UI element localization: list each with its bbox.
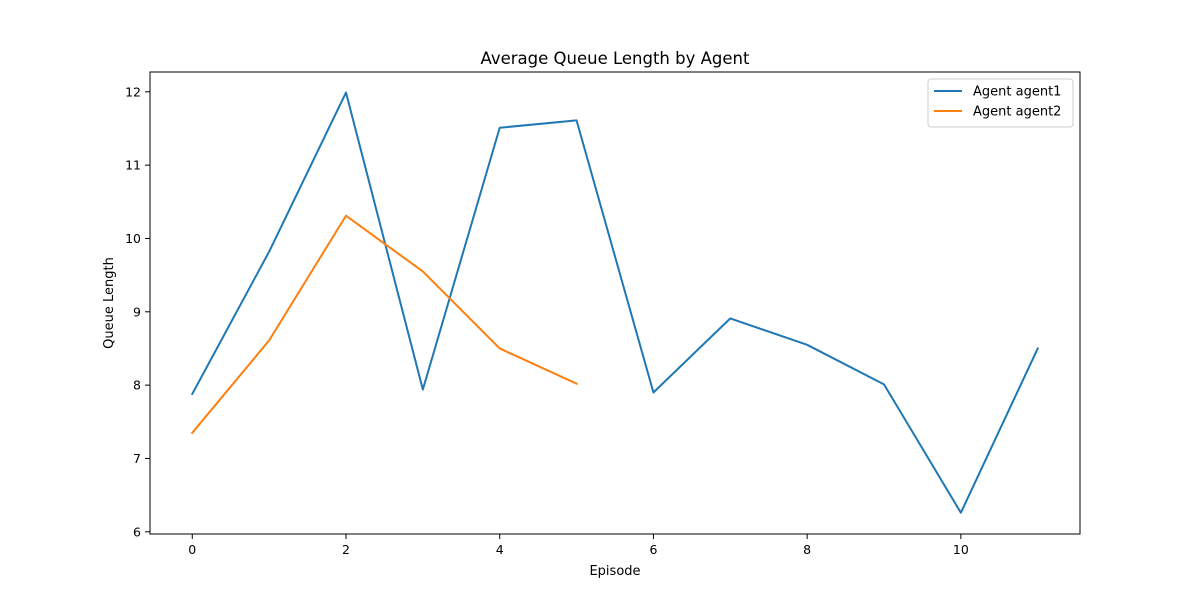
chart-title: Average Queue Length by Agent: [481, 49, 750, 68]
x-tick-label: 4: [496, 542, 504, 557]
legend-label-1: Agent agent1: [973, 85, 1061, 100]
y-tick-label: 12: [125, 84, 141, 99]
series-layer: [190, 91, 1040, 514]
y-axis-ticks: 6 7 8 9 10 11 12: [125, 84, 150, 539]
x-axis-ticks: 0 2 4 6 8 10: [188, 534, 969, 557]
x-tick-label: 6: [649, 542, 657, 557]
legend-items: Agent agent1 Agent agent2: [934, 85, 1061, 120]
series-line-2: [190, 214, 578, 435]
y-tick-label: 7: [133, 451, 141, 466]
x-tick-label: 2: [342, 542, 350, 557]
legend-label-2: Agent agent2: [973, 105, 1061, 120]
x-tick-label: 10: [953, 542, 969, 557]
x-tick-label: 8: [803, 542, 811, 557]
y-tick-label: 10: [125, 231, 141, 246]
y-tick-label: 9: [133, 304, 141, 319]
series-line-1: [190, 91, 1040, 514]
legend-frame: [927, 78, 1074, 128]
y-axis-label: Queue Length: [102, 257, 117, 349]
y-tick-label: 6: [133, 524, 141, 539]
legend: Agent agent1 Agent agent2: [927, 78, 1074, 128]
y-tick-label: 11: [125, 158, 141, 173]
x-axis-label: Episode: [589, 564, 640, 579]
y-tick-label: 8: [133, 378, 141, 393]
plot-area-frame: [149, 71, 1081, 535]
x-tick-label: 0: [188, 542, 196, 557]
